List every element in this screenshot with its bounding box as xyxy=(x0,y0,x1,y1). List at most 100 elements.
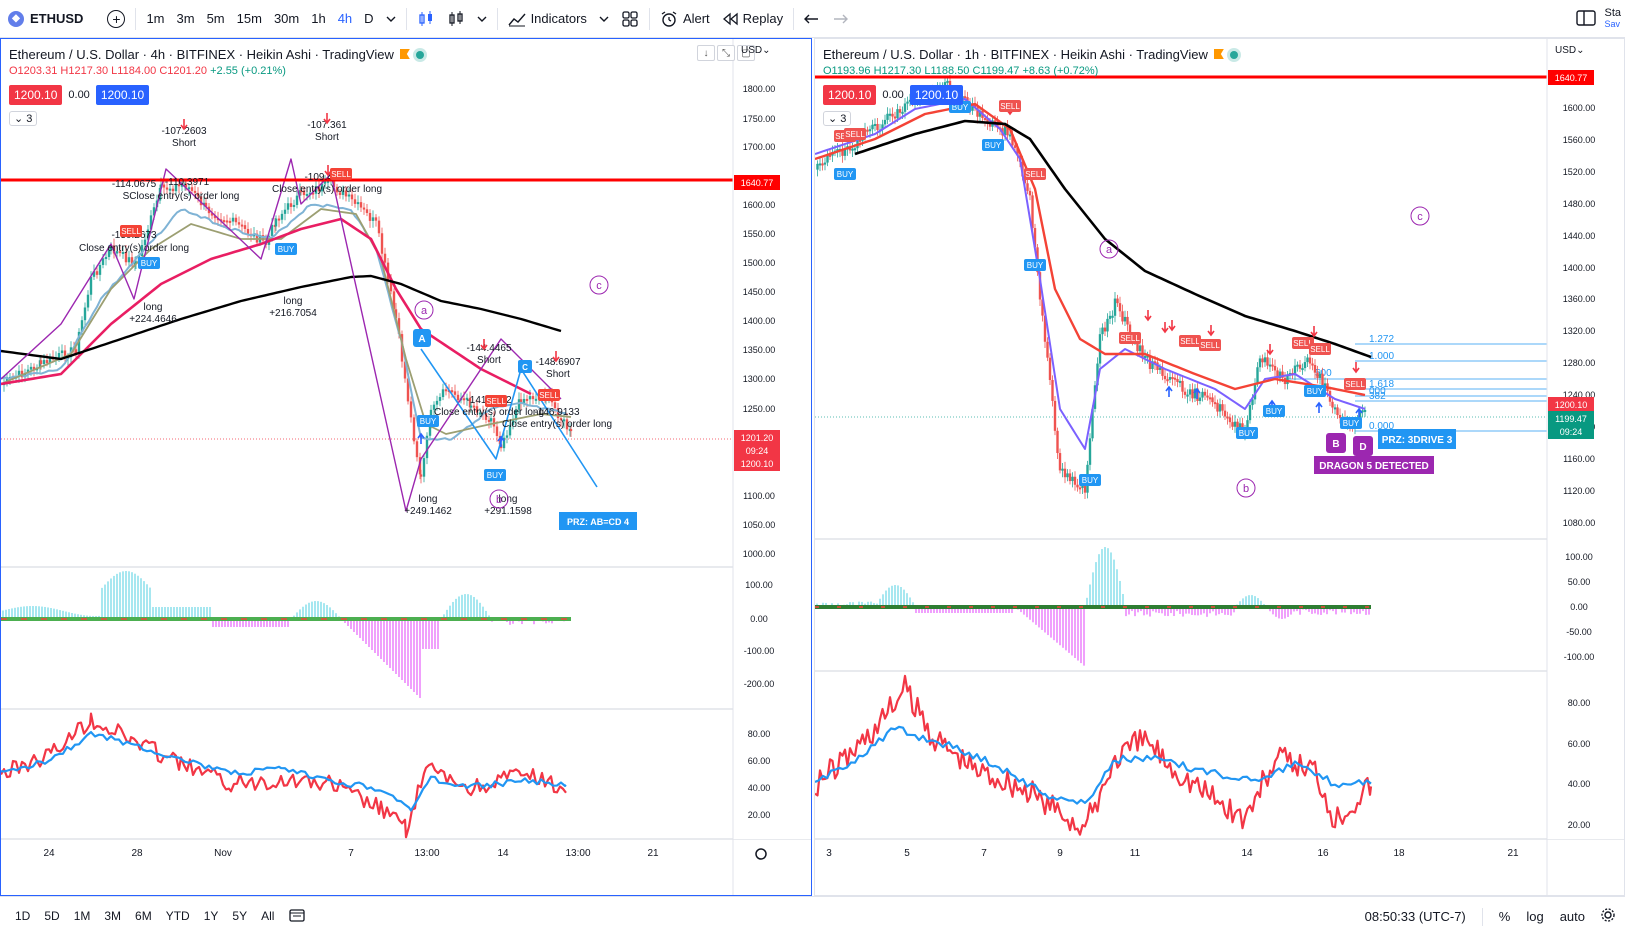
chart-type-button[interactable] xyxy=(441,0,471,38)
alert-button[interactable]: Alert xyxy=(654,0,716,38)
range-5y[interactable]: 5Y xyxy=(232,909,248,923)
candle xyxy=(1013,145,1017,148)
candle xyxy=(210,213,214,216)
high-value: H1217.30 xyxy=(873,65,922,77)
ma-red-line xyxy=(815,102,1366,397)
trade-annotation: Close entry(s) order long xyxy=(79,243,189,254)
range-1y[interactable]: 1Y xyxy=(203,909,219,923)
candle xyxy=(5,377,9,384)
range-1d[interactable]: 1D xyxy=(15,909,31,923)
symbol-search[interactable]: ◆ ETHUSD xyxy=(0,0,93,38)
goto-date-button[interactable] xyxy=(289,908,306,925)
candle xyxy=(534,398,538,401)
interval-30m[interactable]: 30m xyxy=(273,11,300,26)
candle xyxy=(1238,423,1242,431)
interval-1h[interactable]: 1h xyxy=(311,11,326,26)
candle xyxy=(876,123,879,130)
interval-15m[interactable]: 15m xyxy=(236,11,262,26)
compare-button[interactable]: + xyxy=(93,0,131,38)
bid-price-tag: 1200.10 xyxy=(741,459,774,469)
currency-selector[interactable]: USD⌄ xyxy=(741,45,771,56)
maximize-pane-icon[interactable]: ▢ xyxy=(737,45,755,61)
time-tick-label: 24 xyxy=(43,848,55,859)
chart-type-dropdown[interactable] xyxy=(471,0,493,38)
indicator-count: 3 xyxy=(840,113,847,125)
candle xyxy=(228,220,232,223)
candle xyxy=(23,372,27,378)
candle xyxy=(986,118,989,124)
indicators-collapse-button[interactable]: ⌄ 3 xyxy=(9,111,38,126)
sell-button[interactable]: 1200.10 xyxy=(823,85,877,105)
range-ytd[interactable]: YTD xyxy=(165,909,190,923)
buy-signal-bg xyxy=(1079,474,1101,486)
interval-d[interactable]: D xyxy=(364,11,374,26)
close-value: C1199.47 xyxy=(972,65,1020,77)
interval-4h[interactable]: 4h xyxy=(337,11,353,26)
candle xyxy=(1096,363,1099,386)
save-button[interactable]: Sta Sav xyxy=(1604,8,1621,30)
range-3m[interactable]: 3M xyxy=(104,909,122,923)
redo-button[interactable] xyxy=(826,0,854,38)
open-value: O1203.31 xyxy=(9,65,58,77)
candle xyxy=(475,406,479,413)
bars-style-button[interactable] xyxy=(411,0,441,38)
candle xyxy=(963,96,967,99)
buy-button[interactable]: 1200.10 xyxy=(909,85,964,105)
sell-button[interactable]: 1200.10 xyxy=(9,85,63,105)
log-scale-toggle[interactable]: log xyxy=(1526,909,1544,924)
time-tick-label: 3 xyxy=(826,848,832,859)
settings-button[interactable] xyxy=(1601,908,1615,925)
buy-signal: BUY xyxy=(1082,476,1099,485)
range-6m[interactable]: 6M xyxy=(135,909,152,923)
collapse-pane-icon[interactable]: ⤡ xyxy=(717,45,735,61)
candle xyxy=(823,162,827,165)
buy-arrow-icon xyxy=(497,435,505,447)
candle xyxy=(1056,430,1059,454)
point-a-bg xyxy=(413,329,431,347)
interval-dropdown[interactable] xyxy=(380,0,402,38)
flag-icon[interactable] xyxy=(399,49,410,59)
percent-scale-toggle[interactable]: % xyxy=(1498,909,1511,924)
interval-1m[interactable]: 1m xyxy=(146,11,165,26)
candle xyxy=(1333,407,1337,410)
auto-scale-toggle[interactable]: auto xyxy=(1559,909,1585,924)
buy-arrow-icon xyxy=(1315,401,1323,413)
candle xyxy=(240,224,244,227)
candle xyxy=(898,109,902,113)
replay-button[interactable]: Replay xyxy=(716,0,789,38)
candle xyxy=(403,361,407,379)
currency-label: USD xyxy=(741,45,763,56)
chart-canvas-1h[interactable]: 1.2721.0001.6180003820.000500SELLSELLSEL… xyxy=(815,39,1625,896)
move-down-icon[interactable]: ↓ xyxy=(697,45,715,61)
candle xyxy=(350,194,354,200)
ethereum-icon: ◆ xyxy=(8,10,24,27)
axis-settings-gear-icon[interactable] xyxy=(755,848,767,860)
chart-pane-4h[interactable]: -107.2603 Short -107.361 Short -114.0675 -110… xyxy=(0,38,812,896)
templates-button[interactable] xyxy=(615,0,645,38)
layout-button[interactable] xyxy=(1576,9,1597,30)
range-1m[interactable]: 1M xyxy=(73,909,91,923)
indicators-collapse-button[interactable]: ⌄ 3 xyxy=(823,111,852,126)
wave-label-circle xyxy=(414,300,434,320)
flag-icon[interactable] xyxy=(1213,49,1224,59)
range-all[interactable]: All xyxy=(261,909,275,923)
interval-5m[interactable]: 5m xyxy=(206,11,225,26)
sell-signal-bg xyxy=(844,128,866,140)
indicators-dropdown[interactable] xyxy=(593,0,615,38)
currency-selector[interactable]: USD⌄ xyxy=(1555,45,1585,56)
buy-button[interactable]: 1200.10 xyxy=(95,85,150,105)
interval-3m[interactable]: 3m xyxy=(176,11,195,26)
undo-button[interactable] xyxy=(798,0,826,38)
chart-pane-1h[interactable]: 1.272 1.000 1.618 000 382 0.000 500 SELL SELL SEL… xyxy=(814,38,1625,896)
indicators-button[interactable]: Indicators xyxy=(502,0,593,38)
candle xyxy=(1306,357,1309,363)
sell-signal-bg xyxy=(120,225,142,237)
candle xyxy=(1281,371,1284,378)
candle xyxy=(1038,272,1042,300)
clock-display[interactable]: 08:50:33 (UTC-7) xyxy=(1364,909,1466,924)
candle xyxy=(1248,405,1252,421)
range-5d[interactable]: 5D xyxy=(44,909,60,923)
divider xyxy=(135,7,137,30)
candle xyxy=(394,309,398,319)
